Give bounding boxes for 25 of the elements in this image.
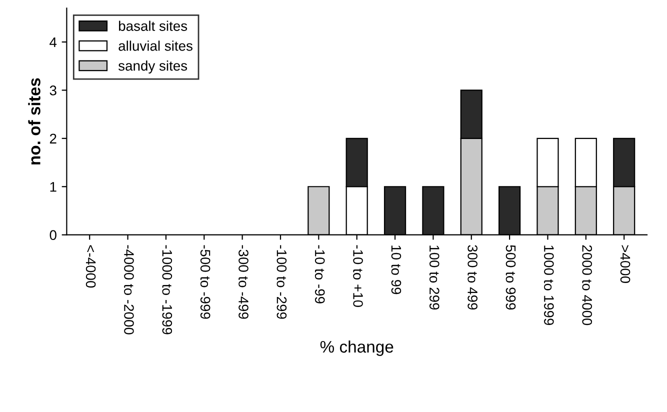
x-tick-label: -500 to -999 [200, 245, 210, 319]
legend-label: alluvial sites [118, 40, 192, 51]
x-tick-label: <-4000 [86, 245, 96, 288]
y-axis-title: no. of sites [28, 78, 40, 164]
x-tick-label: 10 to 99 [391, 246, 402, 294]
y-tick-label: 3 [50, 86, 56, 96]
y-tick-label: 0 [50, 230, 56, 240]
x-tick-label: 2000 to 4000 [582, 245, 592, 326]
x-tick-label: -10 to +10 [353, 245, 363, 307]
legend-label: sandy sites [118, 60, 188, 74]
y-tick-label: 4 [50, 37, 57, 48]
x-axis-title: % change [320, 340, 394, 356]
x-tick-label: -300 to -499 [238, 245, 248, 319]
x-tick-label: 300 to 499 [468, 245, 478, 310]
x-tick-label: 100 to 299 [429, 246, 440, 310]
x-tick-label: -100 to -299 [276, 245, 287, 319]
x-tick-label: 500 to 999 [506, 245, 516, 310]
y-tick-label: 1 [50, 182, 56, 192]
x-tick-label: -4000 to -2000 [124, 245, 134, 334]
x-tick-label: 1000 to 1999 [544, 246, 554, 325]
legend-label: basalt sites [118, 20, 188, 31]
x-tick-label: >4000 [620, 245, 630, 284]
x-tick-label: -1000 to -1999 [162, 245, 172, 334]
x-tick-label: -10 to -99 [314, 245, 325, 304]
y-tick-label: 2 [50, 134, 56, 144]
